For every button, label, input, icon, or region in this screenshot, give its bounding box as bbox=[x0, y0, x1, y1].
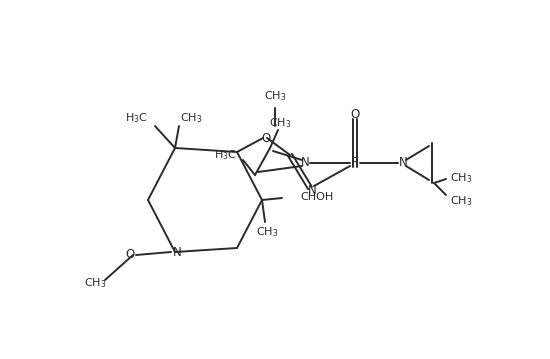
Text: O: O bbox=[125, 248, 135, 261]
Text: O: O bbox=[261, 131, 271, 145]
Text: CH$_3$: CH$_3$ bbox=[84, 276, 106, 290]
Text: N: N bbox=[399, 157, 408, 169]
Text: CH$_3$: CH$_3$ bbox=[264, 89, 286, 103]
Text: H$_3$C: H$_3$C bbox=[125, 111, 148, 125]
Text: CH$_3$: CH$_3$ bbox=[450, 171, 472, 185]
Text: H$_3$C: H$_3$C bbox=[214, 148, 237, 162]
Text: N: N bbox=[307, 183, 316, 196]
Text: CH$_3$: CH$_3$ bbox=[269, 116, 292, 130]
Text: CH$_3$: CH$_3$ bbox=[180, 111, 202, 125]
Text: CH$_3$: CH$_3$ bbox=[256, 225, 278, 239]
Text: CH$_3$: CH$_3$ bbox=[450, 194, 472, 208]
Text: P: P bbox=[351, 157, 359, 169]
Text: N: N bbox=[173, 246, 182, 258]
Text: N: N bbox=[301, 157, 309, 169]
Text: CHOH: CHOH bbox=[300, 192, 333, 202]
Text: O: O bbox=[350, 108, 360, 121]
